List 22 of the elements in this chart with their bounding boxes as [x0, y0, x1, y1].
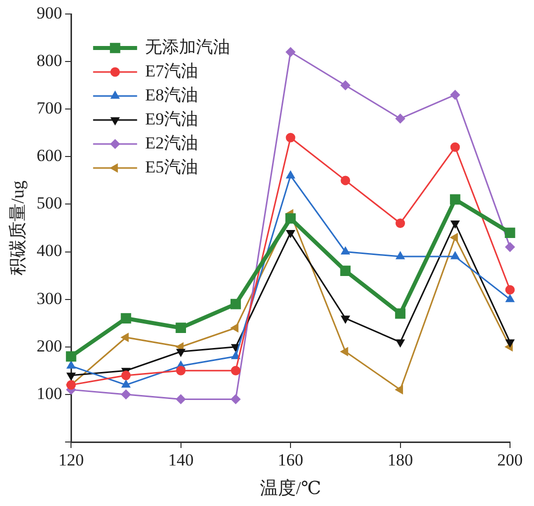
y-tick-label: 800	[36, 51, 62, 70]
legend-label: E5汽油	[145, 157, 198, 176]
y-tick-label: 900	[36, 3, 62, 22]
x-tick-label: 140	[168, 450, 194, 470]
y-tick-label: 300	[36, 288, 62, 308]
legend-label: E8汽油	[145, 85, 198, 104]
legend-label: 无添加汽油	[145, 37, 230, 56]
x-tick-label: 180	[388, 450, 414, 470]
y-tick-label: 700	[36, 98, 62, 118]
y-tick-label: 600	[36, 146, 62, 166]
y-tick-label: 200	[36, 336, 62, 356]
legend-label: E2汽油	[145, 133, 198, 152]
x-tick-label: 200	[497, 450, 523, 470]
y-axis-title: 积碳质量/ug	[8, 180, 28, 276]
x-tick-label: 120	[58, 450, 84, 470]
x-axis-title: 温度/℃	[260, 478, 322, 498]
y-tick-label: 100	[36, 384, 62, 403]
legend-label: E9汽油	[145, 109, 198, 128]
y-tick-label: 500	[36, 194, 62, 213]
x-tick-label: 160	[278, 450, 304, 470]
legend-label: E7汽油	[145, 61, 198, 80]
y-tick-label: 400	[36, 241, 62, 260]
